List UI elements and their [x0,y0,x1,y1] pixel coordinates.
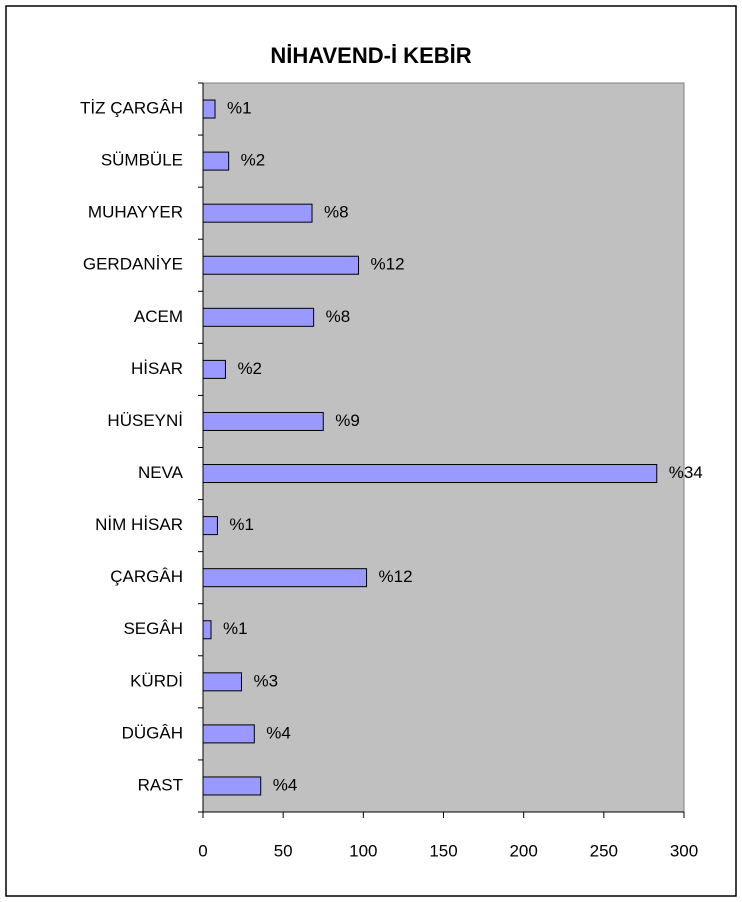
data-label: %1 [223,619,248,638]
bar [202,724,255,744]
bar [202,776,262,796]
x-tick-label: 100 [349,841,377,860]
y-tick-label: MUHAYYER [88,203,183,222]
x-tick-label: 50 [274,841,293,860]
y-tick-label: NEVA [138,463,184,482]
y-tick-label: HİSAR [131,359,183,378]
bar [202,359,226,379]
y-tick-label: KÜRDİ [130,671,183,690]
x-tick-label: 0 [198,841,207,860]
bar [202,99,216,119]
bar [202,307,315,327]
bar [202,151,230,171]
data-label: %8 [326,307,351,326]
chart-title: NİHAVEND-İ KEBİR [270,43,471,68]
x-tick-label: 150 [429,841,457,860]
bar [202,411,324,431]
y-tick-label: RAST [138,775,183,794]
bar [202,203,313,223]
x-tick-label: 250 [590,841,618,860]
data-label: %3 [253,671,278,690]
data-label: %12 [371,255,405,274]
data-label: %1 [229,515,254,534]
y-tick-label: SEGÂH [123,619,183,638]
y-tick-label: ACEM [134,307,183,326]
bar [202,464,658,484]
x-tick-label: 300 [670,841,698,860]
y-tick-label: GERDANİYE [83,255,183,274]
y-tick-label: DÜGÂH [122,723,183,742]
bar [202,568,368,588]
data-label: %2 [241,151,266,170]
y-tick-label: ÇARGÂH [110,567,183,586]
data-label: %34 [669,463,703,482]
data-label: %4 [266,723,291,742]
bar [202,672,242,692]
bar [202,620,212,640]
y-tick-label: SÜMBÜLE [101,151,183,170]
y-tick-label: HÜSEYNİ [107,411,183,430]
plot-area [202,82,685,813]
x-tick-label: 200 [509,841,537,860]
y-tick-label: TİZ ÇARGÂH [80,99,183,118]
data-label: %2 [237,359,262,378]
data-label: %8 [324,203,349,222]
bar [202,516,218,536]
data-label: %1 [227,99,252,118]
bar [202,255,360,275]
data-label: %9 [335,411,360,430]
data-label: %12 [379,567,413,586]
y-tick-label: NİM HİSAR [95,515,183,534]
data-label: %4 [273,775,298,794]
